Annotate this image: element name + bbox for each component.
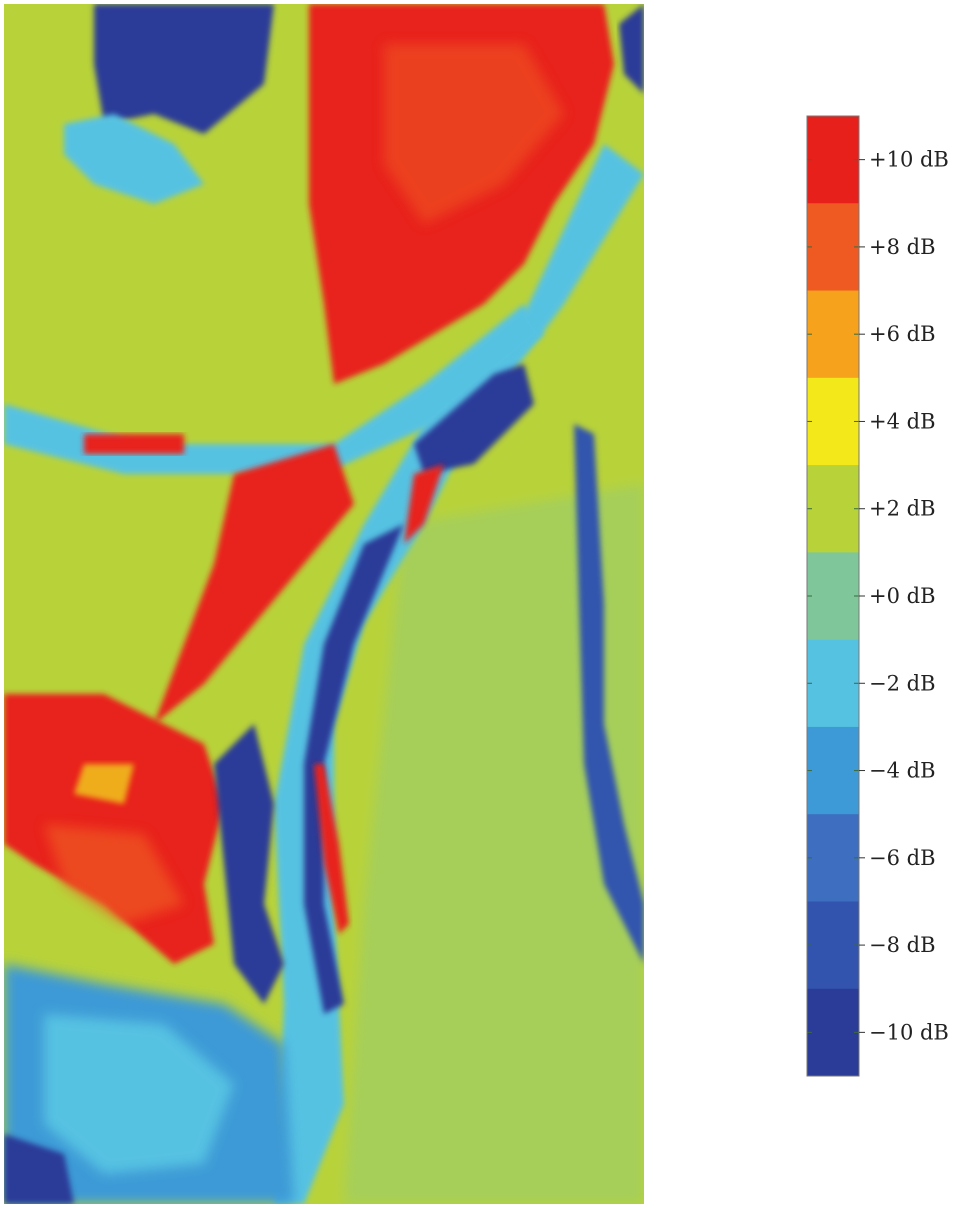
- colorbar-tick-label: +4 dB: [869, 409, 936, 433]
- map-region-red-thin-upper: [404, 464, 444, 544]
- map-region-cyan-bottom: [44, 1014, 234, 1174]
- colorbar-bin: [807, 203, 859, 292]
- map-region-dark-lens: [414, 364, 534, 474]
- colorbar-tick-label: +8 dB: [869, 235, 936, 259]
- map-region-blue-topleft-ring: [64, 114, 204, 204]
- map-region-right-strand: [574, 424, 644, 964]
- map-region-dark-bottom: [4, 1134, 74, 1204]
- colorbar-tick-label: −6 dB: [869, 846, 936, 870]
- colorbar-labels: +10 dB +8 dB +6 dB +4 dB +2 dB +0 dB −2 dB −4 d…: [859, 148, 949, 1044]
- map-region-dark-strand-lower: [214, 724, 284, 1004]
- map-region-yellow-lower: [74, 764, 134, 804]
- map-region-right-lower: [344, 484, 644, 1204]
- colorbar-tick-label: +2 dB: [869, 497, 936, 521]
- colorbar-bin: [807, 552, 859, 641]
- colorbar-tick-label: −2 dB: [869, 671, 936, 695]
- colorbar-bin: [807, 290, 859, 379]
- colorbar-bin: [807, 988, 859, 1077]
- colorbar-tick-label: +6 dB: [869, 322, 936, 346]
- change-detection-map: [4, 4, 644, 1204]
- colorbar-bins: [807, 116, 859, 1077]
- colorbar: +10 dB +8 dB +6 dB +4 dB +2 dB +0 dB −2 dB −4 d…: [806, 115, 949, 1077]
- colorbar-tick-label: +0 dB: [869, 584, 936, 608]
- map-region-blue-topleft: [94, 4, 274, 134]
- map-region-red-strip: [84, 434, 184, 454]
- colorbar-tick-label: −4 dB: [869, 759, 936, 783]
- map-region-red-thin: [314, 764, 349, 934]
- map-region-central-channel: [274, 144, 644, 1204]
- map-region-orange-upper: [384, 44, 564, 224]
- colorbar-bin: [807, 639, 859, 728]
- colorbar-bin: [807, 377, 859, 466]
- colorbar-bin: [807, 726, 859, 815]
- map-region-dark-strand: [304, 524, 404, 1014]
- colorbar-bin: [807, 814, 859, 902]
- map-region-blue-topright: [619, 4, 644, 94]
- colorbar-tick-label: −8 dB: [869, 933, 936, 957]
- map-region-orange-lower: [44, 824, 184, 924]
- map-region-red-middle: [154, 444, 354, 724]
- map-region-channel-edge: [4, 304, 544, 474]
- colorbar-bin: [807, 901, 859, 990]
- colorbar-tick-label: +10 dB: [869, 148, 949, 172]
- colorbar-bin: [807, 116, 859, 204]
- colorbar-bin: [807, 465, 859, 553]
- colorbar-tick-label: −10 dB: [869, 1020, 949, 1044]
